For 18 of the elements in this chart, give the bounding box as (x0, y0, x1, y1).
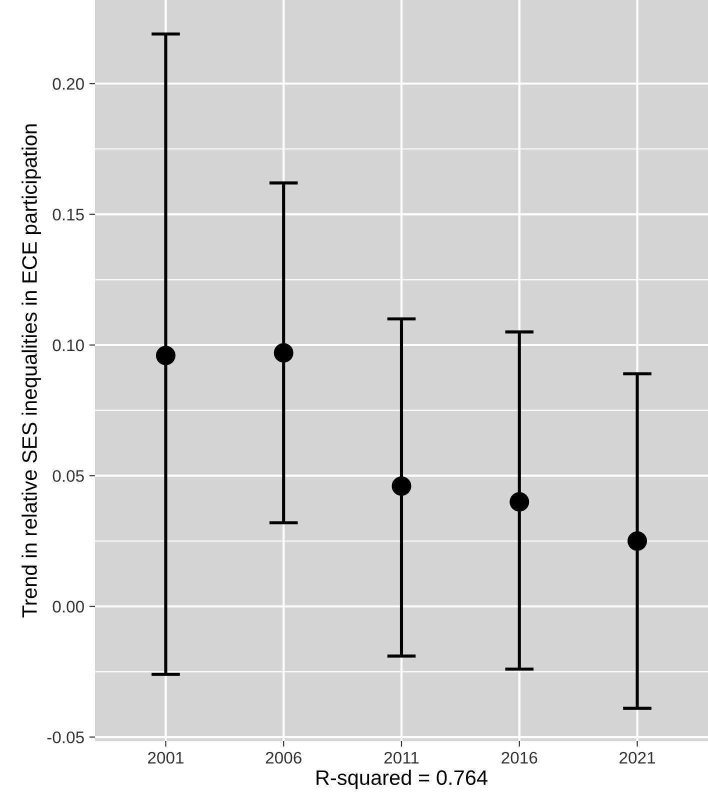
point (510, 492, 530, 512)
y-tick-label: -0.05 (47, 731, 84, 744)
x-tick-label: 2021 (620, 752, 655, 764)
y-tick-label: 0.00 (52, 600, 84, 613)
x-tick-label: 2016 (502, 752, 538, 764)
y-tick-label: 0.05 (52, 470, 84, 482)
x-tick-label: 2011 (384, 752, 419, 764)
point (156, 346, 176, 366)
y-tick-label: 0.20 (52, 78, 84, 90)
x-tick-label: 2006 (266, 752, 302, 764)
x-tick-label: 2001 (148, 752, 184, 764)
x-axis-title: R-squared = 0.764 (316, 770, 488, 790)
point (392, 476, 412, 496)
y-tick-label: 0.15 (52, 208, 84, 221)
y-axis-title: Trend in relative SES inequalities in ECE participation (22, 124, 42, 618)
point (628, 531, 648, 551)
y-tick-label: 0.10 (52, 339, 84, 352)
point (274, 343, 294, 363)
